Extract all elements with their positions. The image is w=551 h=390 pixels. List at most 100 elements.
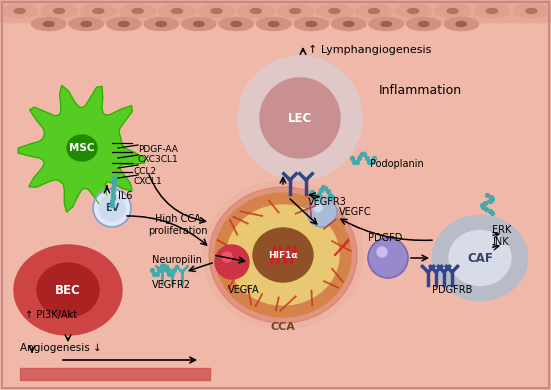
Ellipse shape: [447, 9, 458, 14]
Ellipse shape: [237, 5, 274, 18]
Text: CXC3CL1: CXC3CL1: [138, 156, 179, 165]
Text: ↑ PI3K/Akt: ↑ PI3K/Akt: [25, 310, 77, 320]
Circle shape: [307, 197, 337, 227]
Ellipse shape: [211, 9, 222, 14]
Ellipse shape: [2, 5, 38, 18]
Ellipse shape: [369, 9, 380, 14]
Ellipse shape: [37, 263, 99, 317]
Text: CXCL1: CXCL1: [133, 177, 162, 186]
Ellipse shape: [106, 18, 141, 30]
Ellipse shape: [80, 5, 116, 18]
Ellipse shape: [193, 21, 204, 27]
Text: Podoplanin: Podoplanin: [370, 159, 424, 169]
Ellipse shape: [294, 18, 328, 30]
Text: Inflammation: Inflammation: [379, 83, 462, 96]
Text: VEGFC: VEGFC: [339, 207, 371, 217]
Ellipse shape: [181, 18, 216, 30]
Ellipse shape: [14, 9, 25, 14]
Ellipse shape: [290, 9, 301, 14]
Circle shape: [377, 247, 387, 257]
Circle shape: [314, 204, 322, 212]
Ellipse shape: [203, 181, 363, 329]
Text: CCL2: CCL2: [133, 167, 156, 177]
Circle shape: [222, 252, 232, 262]
Ellipse shape: [435, 5, 471, 18]
Ellipse shape: [513, 5, 549, 18]
Circle shape: [238, 56, 362, 180]
Ellipse shape: [69, 18, 104, 30]
Text: PDGFRB: PDGFRB: [432, 285, 472, 295]
Text: IL6: IL6: [118, 191, 132, 201]
Circle shape: [99, 195, 125, 221]
Ellipse shape: [419, 21, 429, 27]
Ellipse shape: [132, 9, 143, 14]
Ellipse shape: [444, 18, 478, 30]
Ellipse shape: [171, 9, 182, 14]
Text: JNK: JNK: [492, 237, 509, 247]
Ellipse shape: [227, 205, 339, 305]
Text: HIF1α: HIF1α: [268, 250, 298, 259]
Text: LEC: LEC: [288, 112, 312, 124]
Text: ERK: ERK: [492, 225, 511, 235]
Text: High CCA
proliferation: High CCA proliferation: [148, 214, 208, 236]
Ellipse shape: [381, 21, 392, 27]
Ellipse shape: [343, 21, 354, 27]
Ellipse shape: [120, 5, 156, 18]
Ellipse shape: [257, 18, 291, 30]
Text: EV: EV: [105, 203, 119, 213]
Ellipse shape: [277, 5, 314, 18]
Ellipse shape: [395, 5, 431, 18]
Ellipse shape: [332, 18, 366, 30]
Ellipse shape: [14, 245, 122, 335]
Text: BEC: BEC: [55, 284, 81, 296]
Ellipse shape: [231, 21, 241, 27]
Circle shape: [260, 78, 340, 158]
Ellipse shape: [474, 5, 510, 18]
Ellipse shape: [81, 21, 91, 27]
Ellipse shape: [526, 9, 537, 14]
Ellipse shape: [215, 193, 351, 317]
Text: Angiogenesis ↓: Angiogenesis ↓: [20, 343, 102, 353]
Ellipse shape: [407, 18, 441, 30]
Ellipse shape: [433, 216, 527, 301]
Text: VEGFR3: VEGFR3: [308, 197, 347, 207]
Circle shape: [368, 238, 408, 278]
Ellipse shape: [31, 18, 66, 30]
Ellipse shape: [268, 21, 279, 27]
Ellipse shape: [487, 9, 498, 14]
Ellipse shape: [144, 18, 179, 30]
Ellipse shape: [44, 21, 54, 27]
Ellipse shape: [159, 5, 195, 18]
Ellipse shape: [53, 9, 64, 14]
Ellipse shape: [219, 18, 253, 30]
Text: PDGFD: PDGFD: [368, 233, 402, 243]
Polygon shape: [18, 85, 145, 212]
Ellipse shape: [253, 228, 313, 282]
Ellipse shape: [329, 9, 340, 14]
Ellipse shape: [369, 18, 403, 30]
Text: Neuropilin: Neuropilin: [152, 255, 202, 265]
Ellipse shape: [306, 21, 316, 27]
Ellipse shape: [67, 135, 97, 161]
Circle shape: [93, 189, 131, 227]
Ellipse shape: [456, 21, 467, 27]
Text: VEGFA: VEGFA: [228, 285, 260, 295]
Ellipse shape: [250, 9, 261, 14]
Ellipse shape: [118, 21, 129, 27]
Ellipse shape: [41, 5, 77, 18]
Text: CCA: CCA: [271, 322, 295, 332]
Ellipse shape: [209, 187, 357, 323]
Ellipse shape: [408, 9, 419, 14]
Ellipse shape: [156, 21, 166, 27]
Ellipse shape: [449, 230, 511, 285]
Ellipse shape: [93, 9, 104, 14]
Ellipse shape: [356, 5, 392, 18]
Text: VEGFR2: VEGFR2: [152, 280, 191, 290]
Ellipse shape: [198, 5, 235, 18]
Circle shape: [215, 245, 249, 279]
Text: PDGF-AA: PDGF-AA: [138, 145, 178, 154]
Text: ↑ Lymphangiogenesis: ↑ Lymphangiogenesis: [308, 45, 431, 55]
Ellipse shape: [316, 5, 353, 18]
Text: MSC: MSC: [69, 143, 95, 153]
Text: CAF: CAF: [467, 252, 493, 264]
